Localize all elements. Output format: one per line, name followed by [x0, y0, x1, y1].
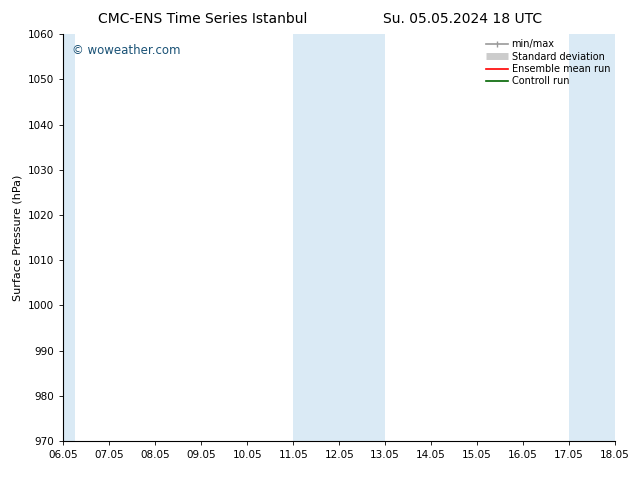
Text: Su. 05.05.2024 18 UTC: Su. 05.05.2024 18 UTC: [384, 12, 542, 26]
Bar: [293, 34, 385, 441]
Y-axis label: Surface Pressure (hPa): Surface Pressure (hPa): [13, 174, 23, 301]
Bar: [569, 34, 615, 441]
Text: CMC-ENS Time Series Istanbul: CMC-ENS Time Series Istanbul: [98, 12, 307, 26]
Legend: min/max, Standard deviation, Ensemble mean run, Controll run: min/max, Standard deviation, Ensemble me…: [484, 37, 612, 88]
Text: © woweather.com: © woweather.com: [72, 45, 180, 57]
Bar: [63, 34, 75, 441]
